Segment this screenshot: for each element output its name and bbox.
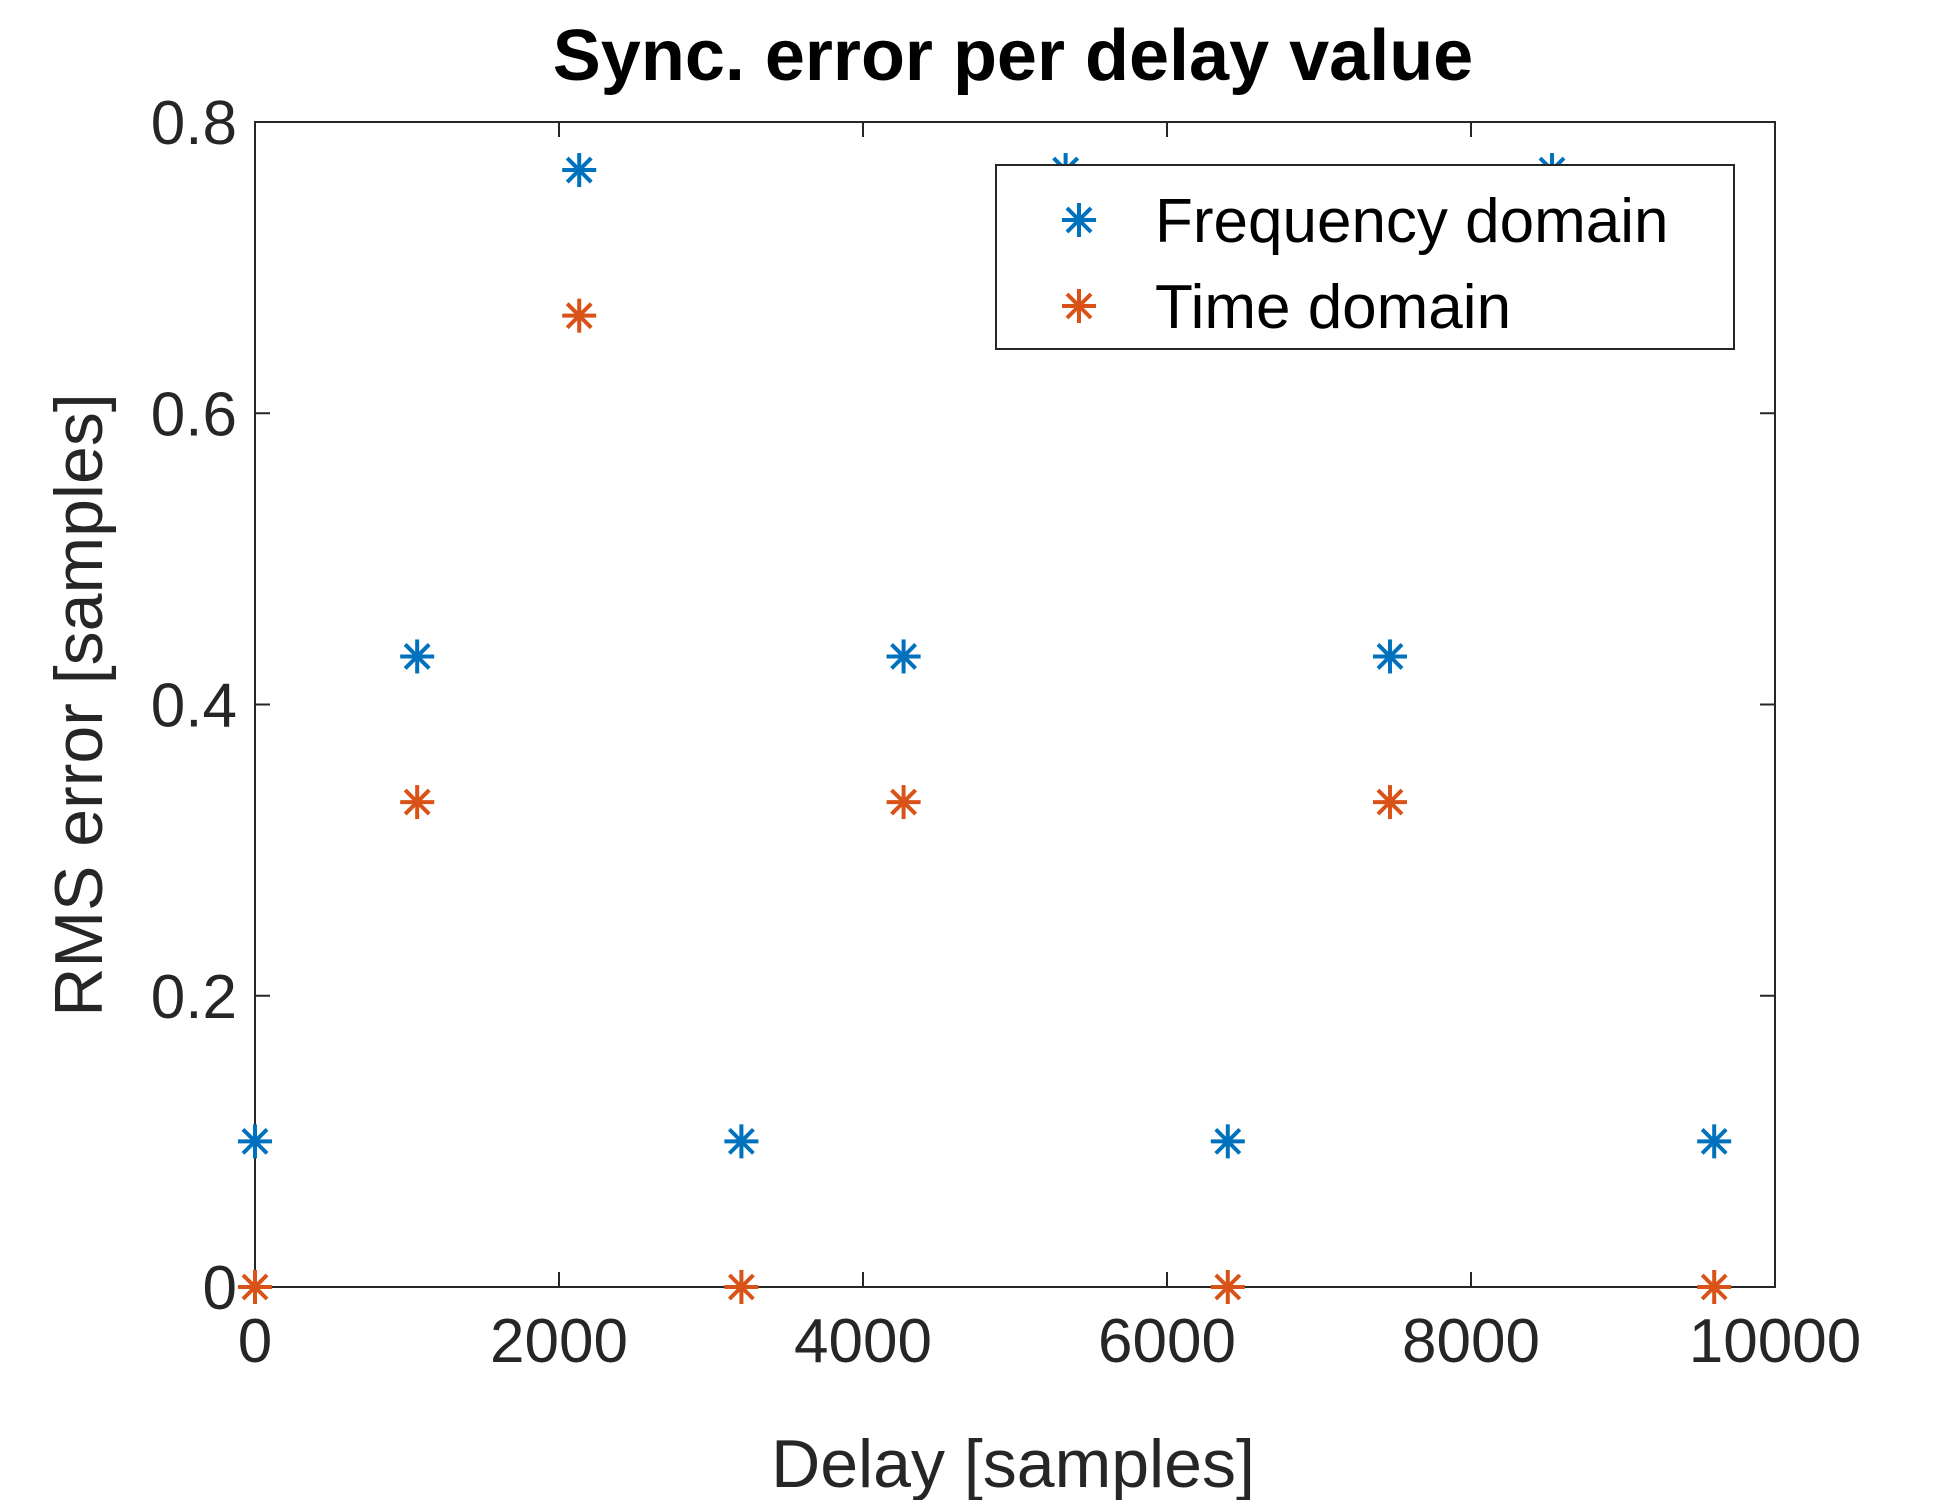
legend-marker <box>1062 289 1096 323</box>
x-tick-label: 10000 <box>1689 1307 1861 1376</box>
legend-marker <box>1062 203 1096 237</box>
data-point <box>1210 1124 1245 1159</box>
legend: Frequency domain Time domain <box>995 164 1735 350</box>
legend-label: Time domain <box>1155 273 1511 342</box>
y-tick-label: 0.6 <box>151 380 237 449</box>
y-axis-title: RMS error [samples] <box>41 393 117 1016</box>
legend-box <box>995 164 1735 350</box>
data-point <box>1697 1270 1732 1304</box>
x-axis-title: Delay [samples] <box>771 1426 1255 1500</box>
data-point <box>886 639 921 674</box>
x-tick-label: 8000 <box>1402 1307 1540 1376</box>
legend-entry: Frequency domain <box>1062 187 1669 256</box>
data-point <box>1697 1124 1732 1159</box>
legend-entry: Time domain <box>1062 273 1511 342</box>
data-point <box>562 153 597 188</box>
data-point <box>562 298 597 333</box>
data-point <box>238 1124 272 1159</box>
x-tick-label: 0 <box>238 1307 272 1376</box>
chart-title: Sync. error per delay value <box>553 16 1473 96</box>
data-point <box>724 1270 759 1304</box>
data-point <box>724 1124 759 1159</box>
data-point <box>400 639 435 674</box>
y-tick-label: 0.8 <box>151 89 237 158</box>
x-tick-label: 4000 <box>794 1307 932 1376</box>
data-point <box>400 785 435 820</box>
y-tick-label: 0.4 <box>151 672 237 741</box>
series-2 <box>238 298 1732 1304</box>
x-tick-label: 2000 <box>490 1307 628 1376</box>
data-point <box>238 1270 272 1304</box>
y-axis: 0 0.2 0.4 0.6 0.8 <box>151 89 1775 1323</box>
x-tick-label: 6000 <box>1098 1307 1236 1376</box>
data-point <box>1372 639 1407 674</box>
y-tick-label: 0.2 <box>151 963 237 1032</box>
legend-label: Frequency domain <box>1155 187 1669 256</box>
data-point <box>1210 1270 1245 1304</box>
data-point <box>886 785 921 820</box>
data-point <box>1372 785 1407 820</box>
y-tick-label: 0 <box>203 1254 237 1323</box>
x-axis: 0 2000 4000 6000 8000 10000 <box>238 122 1861 1376</box>
